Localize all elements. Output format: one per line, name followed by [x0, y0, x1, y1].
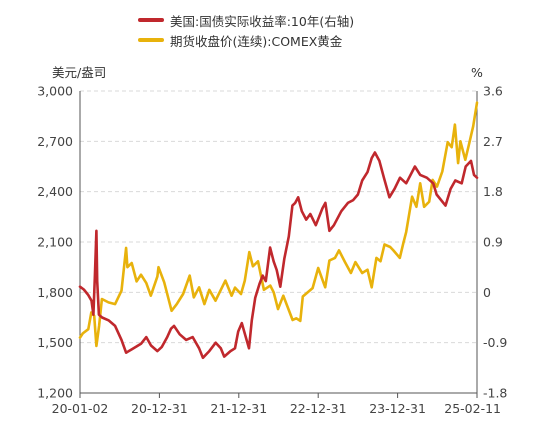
x-axis-tick-label: 25-02-11	[444, 401, 501, 416]
legend-label-gold-futures: 期货收盘价(连续):COMEX黄金	[170, 33, 343, 49]
left-axis-tick-label: 2,100	[37, 235, 73, 250]
left-axis-tick-label: 1,500	[37, 335, 73, 350]
left-axis-tick-label: 1,800	[37, 285, 73, 300]
right-axis-tick-label: -0.9	[483, 335, 507, 350]
right-axis-tick-label: 1.8	[483, 184, 503, 199]
gold-futures-line	[78, 101, 479, 348]
right-axis-unit: %	[471, 65, 483, 80]
left-axis-tick-label: 2,400	[37, 184, 73, 199]
tick-labels: 3,000 3.6 2,700 2.7 2,400 1.8 2,100 0.9 1,800 0 1,…	[37, 84, 507, 417]
chart-legend: 美国:国债实际收益率:10年(右轴) 期货收盘价(连续):COMEX黄金	[138, 10, 354, 50]
legend-label-real-yield: 美国:国债实际收益率:10年(右轴)	[170, 13, 355, 29]
real-yield-line	[78, 151, 479, 360]
x-axis-tick-label: 21-12-31	[210, 401, 267, 416]
left-axis-tick-label: 3,000	[37, 84, 73, 99]
left-axis-unit: 美元/盎司	[52, 65, 106, 80]
series-lines	[78, 101, 479, 360]
left-axis-tick-label: 1,200	[37, 386, 73, 401]
right-axis-tick-label: 0.9	[483, 235, 503, 250]
left-axis-tick-label: 2,700	[37, 134, 73, 149]
x-axis-tick-label: 23-12-31	[369, 401, 426, 416]
right-axis-tick-label: 2.7	[483, 134, 503, 149]
axes	[79, 91, 478, 398]
right-axis-tick-label: 3.6	[483, 84, 503, 99]
x-axis-tick-label: 20-12-31	[131, 401, 188, 416]
legend-item-gold-futures: 期货收盘价(连续):COMEX黄金	[138, 30, 354, 50]
legend-swatch-gold-futures	[138, 38, 164, 42]
legend-item-real-yield: 美国:国债实际收益率:10年(右轴)	[138, 10, 354, 30]
x-axis-tick-label: 20-01-02	[52, 401, 109, 416]
legend-swatch-real-yield	[138, 18, 164, 22]
x-axis-tick-label: 22-12-31	[290, 401, 347, 416]
right-axis-tick-label: -1.8	[483, 386, 507, 401]
right-axis-tick-label: 0	[483, 285, 491, 300]
gridlines	[80, 90, 477, 344]
